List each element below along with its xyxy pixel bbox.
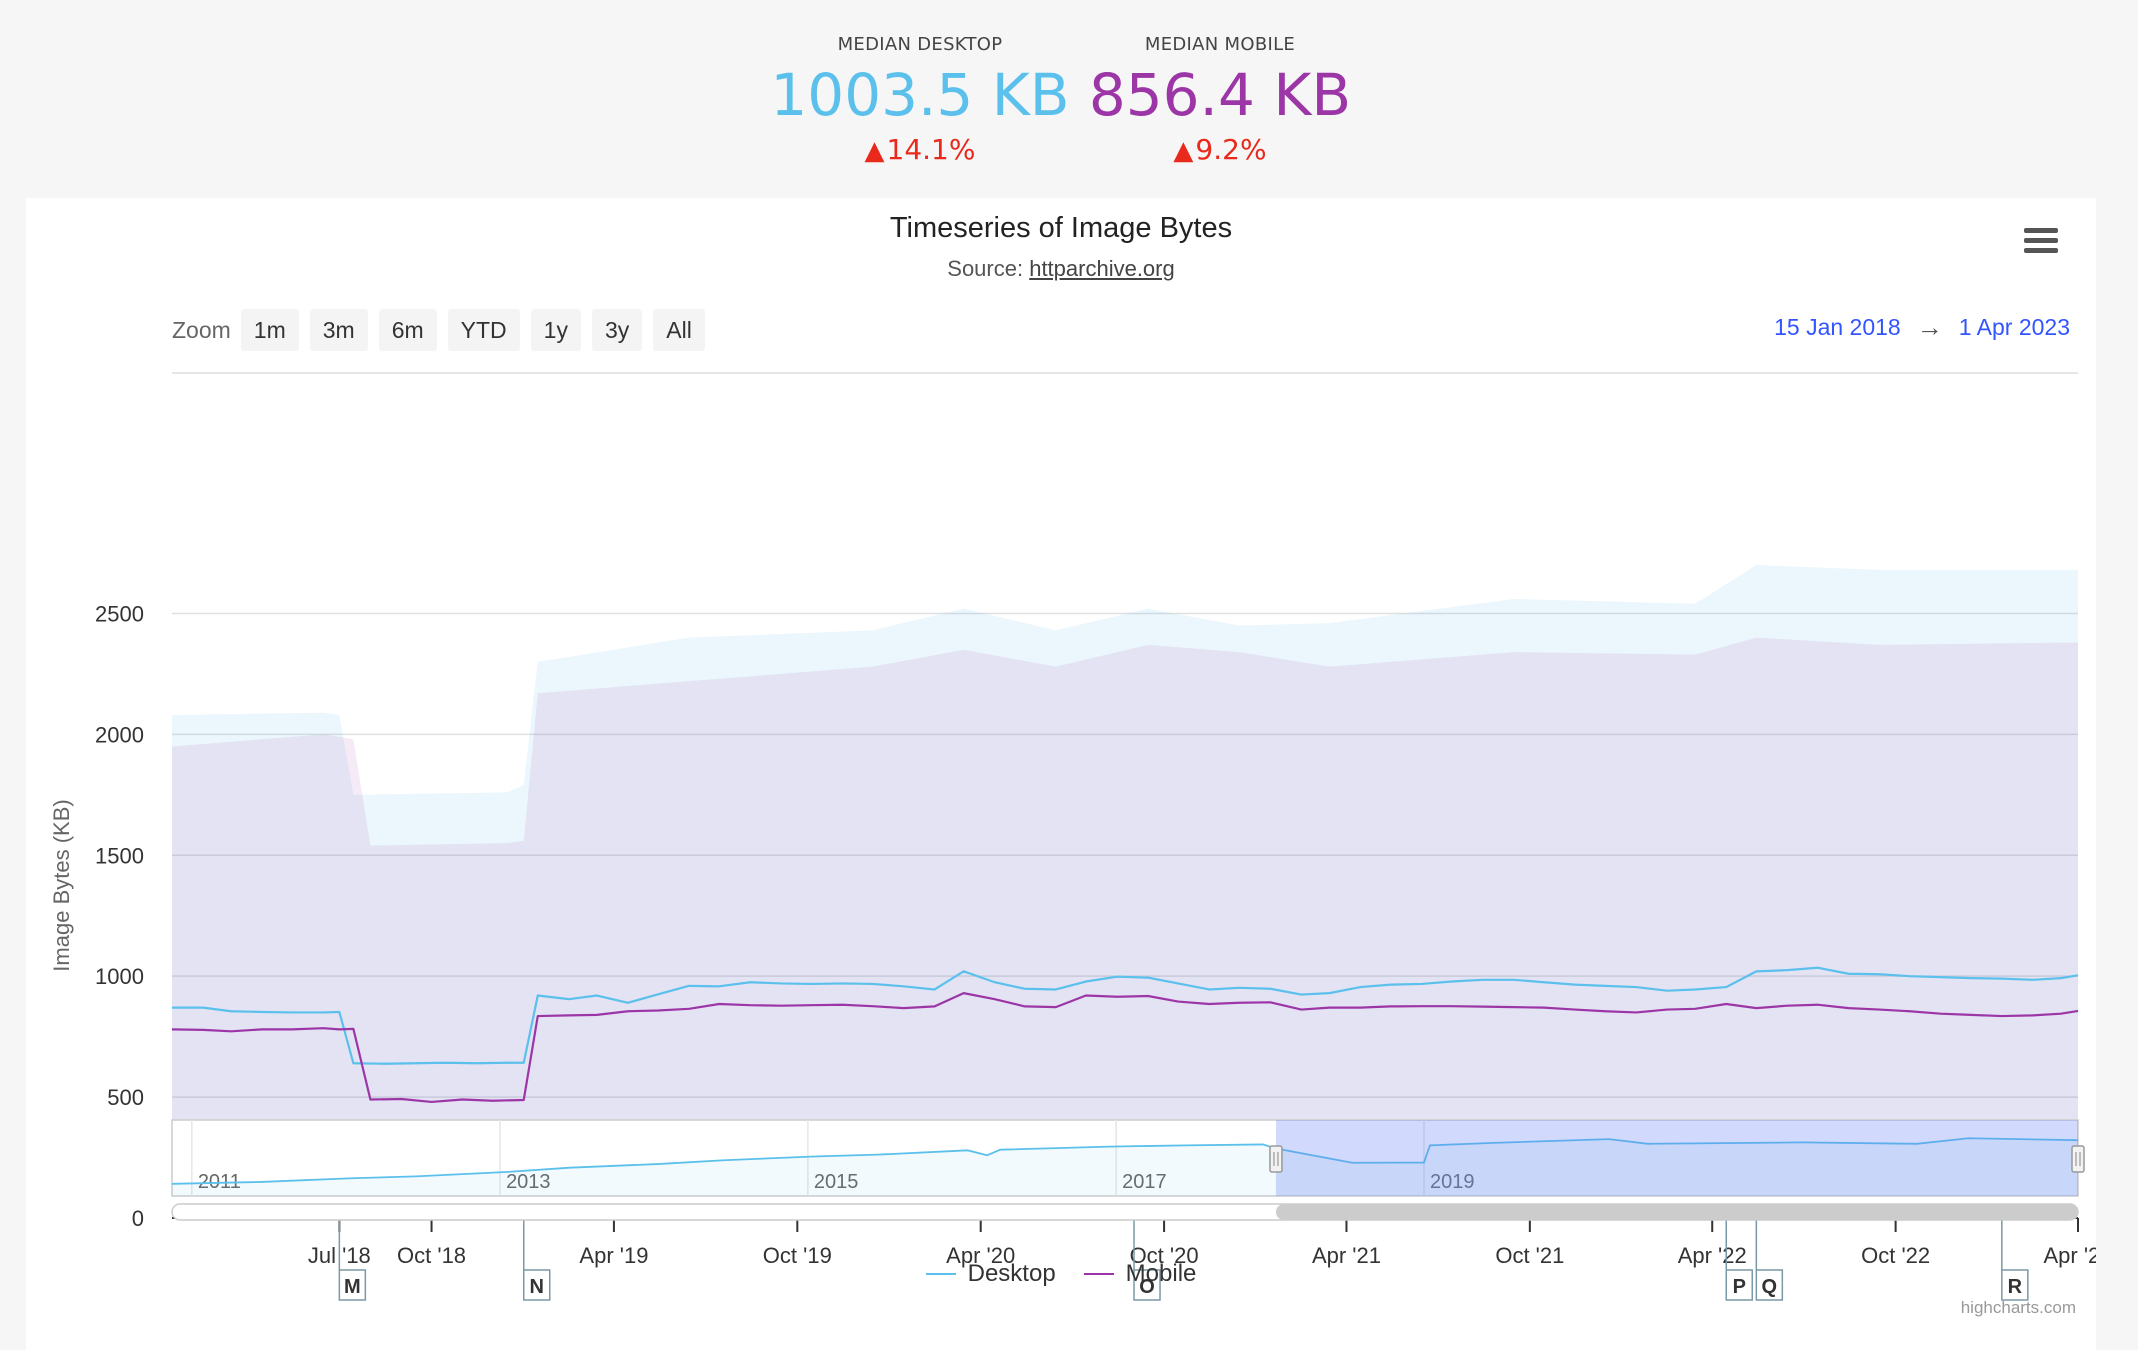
x-tick-label: Apr '20 bbox=[946, 1243, 1015, 1268]
legend-label-mobile: Mobile bbox=[1125, 1260, 1197, 1287]
navigator-handle-left[interactable] bbox=[1269, 1145, 1283, 1173]
legend-swatch-desktop bbox=[925, 1273, 956, 1275]
flag-label: R bbox=[2008, 1276, 2023, 1298]
navigator-handle-right[interactable] bbox=[2071, 1145, 2085, 1173]
x-tick-label: Apr '23 bbox=[2043, 1243, 2096, 1268]
x-tick-label: Oct '22 bbox=[1861, 1243, 1930, 1268]
hamburger-menu-icon[interactable] bbox=[2024, 228, 2058, 258]
navigator-line bbox=[171, 1137, 2079, 1185]
triangle-up-icon: ▲ bbox=[864, 136, 885, 166]
series-line-mobile bbox=[171, 992, 2079, 1104]
navigator-frame bbox=[171, 1119, 2079, 1197]
legend-item-mobile[interactable]: Mobile bbox=[1083, 1260, 1197, 1288]
median-mobile-value: 856.4 KB bbox=[1088, 61, 1352, 129]
navigator-year-label: 2019 bbox=[1430, 1171, 1475, 1193]
date-range-selector: 15 Jan 2018 → 1 Apr 2023 bbox=[1774, 312, 2070, 343]
navigator-area bbox=[172, 1138, 2078, 1196]
legend-swatch-mobile bbox=[1083, 1273, 1114, 1275]
median-mobile-metric: MEDIAN MOBILE 856.4 KB ▲9.2% bbox=[1070, 34, 1370, 166]
flag-marker bbox=[1755, 1269, 1784, 1301]
y-axis-title: Image Bytes (KB) bbox=[49, 799, 74, 971]
zoom-label: Zoom bbox=[172, 316, 231, 343]
flag-label: M bbox=[344, 1276, 361, 1298]
legend-item-desktop[interactable]: Desktop bbox=[925, 1260, 1056, 1288]
range-from-input[interactable]: 15 Jan 2018 bbox=[1774, 314, 1901, 340]
flag-marker bbox=[338, 1269, 367, 1301]
zoom-controls: Zoom 1m 3m 6m YTD 1y 3y All bbox=[172, 309, 716, 351]
median-mobile-change-value: 9.2% bbox=[1195, 133, 1267, 166]
flag-label: P bbox=[1733, 1276, 1746, 1298]
source-prefix: Source: bbox=[947, 256, 1030, 281]
median-desktop-change: ▲14.1% bbox=[770, 133, 1070, 166]
zoom-3y-button[interactable]: 3y bbox=[591, 309, 643, 351]
median-desktop-value: 1003.5 KB bbox=[770, 61, 1070, 129]
chart-subtitle: Source: httparchive.org bbox=[26, 256, 2096, 282]
x-tick-label: Apr '21 bbox=[1312, 1243, 1381, 1268]
range-band-mobile bbox=[172, 637, 2078, 1189]
arrow-right-icon: → bbox=[1916, 312, 1943, 342]
flag-label: Q bbox=[1762, 1276, 1778, 1298]
chart-title: Timeseries of Image Bytes bbox=[889, 212, 1233, 244]
navigator-year-label: 2015 bbox=[814, 1171, 859, 1193]
median-mobile-label: MEDIAN MOBILE bbox=[1144, 34, 1296, 55]
range-to-input[interactable]: 1 Apr 2023 bbox=[1958, 314, 2070, 340]
chart-legend: Desktop Mobile bbox=[26, 1260, 2096, 1288]
y-tick-label: 1500 bbox=[95, 843, 144, 868]
zoom-1y-button[interactable]: 1y bbox=[530, 309, 581, 351]
y-tick-label: 500 bbox=[107, 1085, 144, 1110]
source-link[interactable]: httparchive.org bbox=[1029, 256, 1175, 281]
y-tick-label: 0 bbox=[132, 1206, 144, 1231]
flag-label: N bbox=[530, 1276, 544, 1298]
navigator-scrollbar-thumb[interactable] bbox=[1275, 1204, 2078, 1220]
triangle-up-icon: ▲ bbox=[1173, 136, 1194, 166]
x-tick-label: Apr '22 bbox=[1678, 1243, 1747, 1268]
range-band-desktop bbox=[172, 565, 2078, 1182]
zoom-1m-button[interactable]: 1m bbox=[240, 309, 299, 351]
x-tick-label: Oct '18 bbox=[397, 1243, 466, 1268]
median-desktop-label: MEDIAN DESKTOP bbox=[837, 34, 1003, 55]
zoom-all-button[interactable]: All bbox=[653, 309, 705, 351]
x-tick-label: Apr '19 bbox=[579, 1243, 648, 1268]
credits-link[interactable]: highcharts.com bbox=[1960, 1298, 2076, 1317]
y-tick-label: 2000 bbox=[95, 722, 144, 747]
y-tick-label: 1000 bbox=[95, 964, 144, 989]
y-tick-label: 2500 bbox=[95, 601, 144, 626]
chart-card: 0 500 1000 1500 2000 2500 Image Bytes (KB) Jul … bbox=[26, 198, 2096, 1350]
flag-marker bbox=[1725, 1269, 1754, 1301]
x-tick-label: Oct '20 bbox=[1130, 1243, 1199, 1268]
zoom-6m-button[interactable]: 6m bbox=[378, 309, 437, 351]
median-desktop-change-value: 14.1% bbox=[886, 133, 976, 166]
flag-label: O bbox=[1139, 1276, 1155, 1298]
summary-header: MEDIAN DESKTOP 1003.5 KB ▲14.1% MEDIAN M… bbox=[0, 0, 2138, 200]
series-line-desktop bbox=[172, 966, 2079, 1065]
navigator-selection bbox=[1275, 1120, 2078, 1196]
zoom-ytd-button[interactable]: YTD bbox=[447, 309, 520, 351]
median-desktop-metric: MEDIAN DESKTOP 1003.5 KB ▲14.1% bbox=[770, 34, 1070, 166]
median-mobile-change: ▲9.2% bbox=[1070, 133, 1370, 166]
navigator-year-label: 2013 bbox=[506, 1171, 550, 1193]
zoom-3m-button[interactable]: 3m bbox=[309, 309, 368, 351]
flag-marker bbox=[522, 1269, 551, 1301]
x-tick-label: Oct '21 bbox=[1495, 1243, 1564, 1268]
navigator-year-label: 2017 bbox=[1122, 1171, 1167, 1193]
x-tick-label: Oct '19 bbox=[763, 1243, 832, 1268]
flag-marker bbox=[2001, 1269, 2029, 1301]
flag-marker bbox=[1133, 1269, 1161, 1301]
legend-label-desktop: Desktop bbox=[967, 1260, 1056, 1287]
